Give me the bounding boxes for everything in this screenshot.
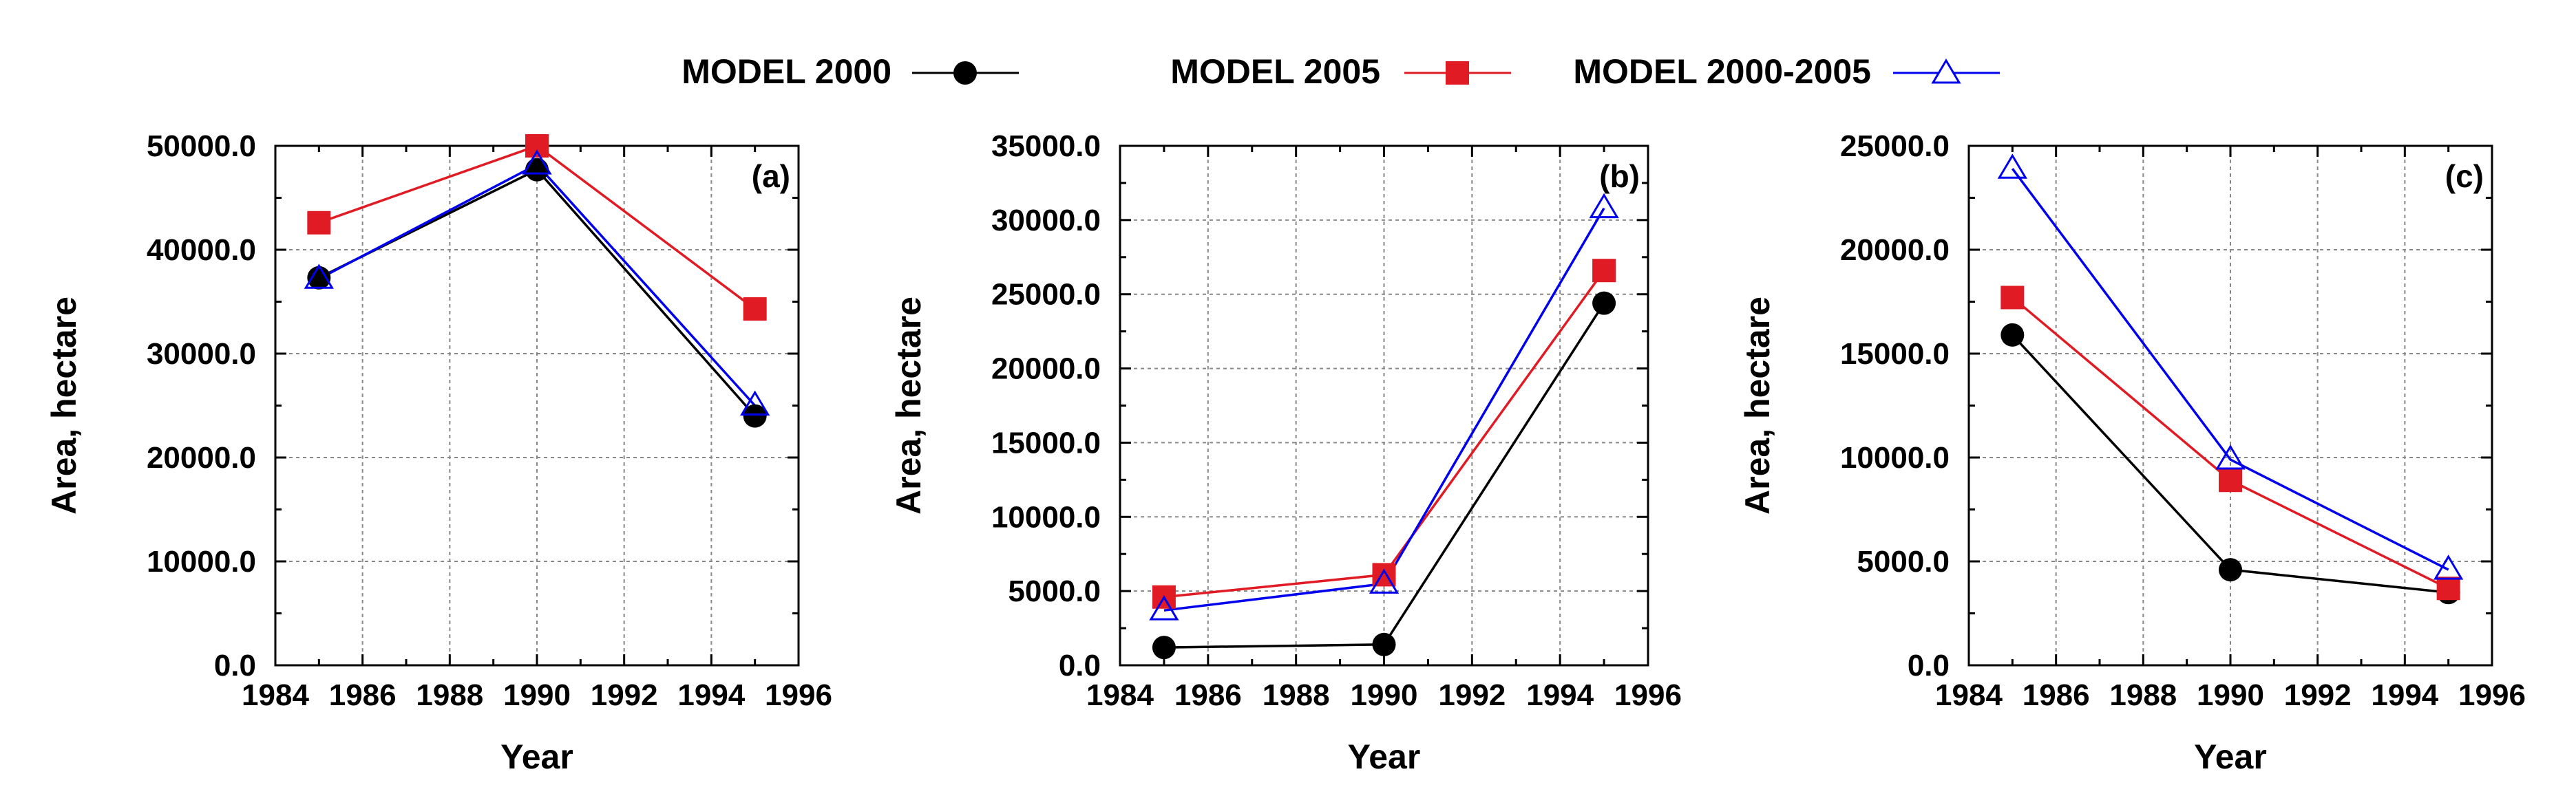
panel-3-point-model-2000-2005	[1997, 153, 2027, 179]
panel-1-point-model-2005	[307, 211, 331, 235]
panel-2-ytick-label: 15000.0	[991, 426, 1101, 460]
panel-3-xtick-label: 1992	[2284, 678, 2352, 712]
panel-3-point-model-2005	[2219, 469, 2242, 493]
chart-panels: 1984 1986 1988 1990 1992 1994 1996 0.0 10000.0 20…	[45, 129, 2526, 776]
legend-entry-model-2000-2005: MODEL 2000-2005	[1573, 52, 2000, 91]
panel-1-x-axis-title: Year	[500, 738, 573, 776]
panel-2-point-model-2000-2005	[1149, 595, 1179, 621]
panel-2-point-model-2000-2005	[1369, 568, 1400, 594]
panel-3-label: (c)	[2445, 158, 2484, 194]
legend: MODEL 2000 MODEL 2005 MODEL 2000-2005	[682, 52, 2000, 91]
panel-2-x-axis-title: Year	[1348, 738, 1421, 776]
panel-1-ytick-label: 20000.0	[147, 441, 256, 475]
panel-1-point-model-2000	[525, 158, 549, 182]
panel-3-ytick-label: 10000.0	[1840, 441, 1950, 475]
panel-1-label: (a)	[752, 158, 790, 194]
legend-marker-model-2005	[1446, 61, 1469, 85]
panel-2-point-model-2000	[1372, 632, 1396, 656]
panel-3-ytick-label: 5000.0	[1857, 545, 1950, 579]
panel-1-xtick-label: 1984	[242, 678, 309, 712]
panel-3-point-model-2005	[2000, 286, 2025, 310]
panel-3-x-axis-title: Year	[2194, 738, 2267, 776]
legend-label-model-2000-2005: MODEL 2000-2005	[1573, 52, 1871, 91]
panel-3-ytick-label: 20000.0	[1840, 233, 1950, 267]
panel-3-point-model-2000	[2000, 323, 2025, 347]
panel-2-ytick-label: 10000.0	[991, 500, 1101, 534]
panel-3-ytick-label: 0.0	[1908, 649, 1950, 682]
panel-2-xtick-label: 1986	[1174, 678, 1242, 712]
panel-3-y-axis-title: Area, hectare	[1738, 297, 1777, 515]
panel-2-xtick-label: 1996	[1614, 678, 1682, 712]
chart-panel-1: 1984 1986 1988 1990 1992 1994 1996 0.0 10000.0 20…	[45, 129, 832, 776]
panel-3-xtick-label: 1990	[2197, 678, 2264, 712]
panel-3-xtick-label: 1986	[2023, 678, 2090, 712]
panel-1-ytick-label: 50000.0	[147, 129, 256, 163]
panel-2-point-model-2000	[1592, 291, 1616, 315]
panel-2-point-model-2005	[1592, 259, 1616, 283]
panel-1-point-model-2005	[525, 134, 549, 158]
legend-marker-model-2000-2005	[1931, 58, 1961, 84]
panel-3-point-model-2000	[2219, 558, 2242, 582]
panel-3-point-model-2000-2005	[2215, 444, 2246, 470]
panel-3-xtick-label: 1988	[2109, 678, 2177, 712]
panel-2-ytick-label: 35000.0	[991, 129, 1101, 163]
panel-3-xtick-label: 1996	[2458, 678, 2526, 712]
panel-3-xtick-label: 1994	[2371, 678, 2438, 712]
panel-1-point-model-2000	[307, 266, 331, 290]
panel-1-ytick-label: 0.0	[214, 649, 256, 682]
legend-marker-model-2000	[953, 61, 977, 85]
panel-1-point-model-2000	[743, 404, 767, 428]
legend-label-model-2005: MODEL 2005	[1170, 52, 1380, 91]
panel-2-point-model-2000-2005	[1589, 193, 1619, 219]
chart-panel-3: 1984 1986 1988 1990 1992 1994 1996 0.0 5000.0 100…	[1738, 129, 2526, 776]
panel-2-xtick-label: 1994	[1526, 678, 1594, 712]
panel-1-xtick-label: 1994	[677, 678, 745, 712]
panel-3-ytick-label: 15000.0	[1840, 337, 1950, 371]
panel-1-xtick-label: 1990	[503, 678, 571, 712]
panel-2-label: (b)	[1599, 158, 1640, 194]
panel-1-ytick-label: 30000.0	[147, 337, 256, 371]
panel-1-y-axis-title: Area, hectare	[45, 297, 83, 515]
panel-3-point-model-2000-2005	[2434, 555, 2464, 580]
panel-3-xtick-label: 1984	[1935, 678, 2003, 712]
panel-2-ytick-label: 25000.0	[991, 278, 1101, 312]
panel-2-ytick-label: 5000.0	[1008, 574, 1101, 608]
panel-2-xtick-label: 1988	[1263, 678, 1330, 712]
panel-2-xtick-label: 1992	[1438, 678, 1506, 712]
panel-1-xtick-label: 1992	[591, 678, 658, 712]
panel-2-ytick-label: 30000.0	[991, 204, 1101, 237]
chart-panel-2: 1984 1986 1988 1990 1992 1994 1996 0.0 5000.0 100…	[889, 129, 1682, 776]
panel-1-point-model-2000-2005	[740, 390, 770, 416]
panel-1-xtick-label: 1988	[416, 678, 483, 712]
panel-2-y-axis-title: Area, hectare	[889, 297, 928, 515]
panel-1-point-model-2005	[743, 297, 767, 321]
panel-2-point-model-2000	[1152, 636, 1176, 660]
legend-entry-model-2000: MODEL 2000	[682, 52, 1019, 91]
panel-2-ytick-label: 20000.0	[991, 352, 1101, 386]
panel-1-point-model-2000-2005	[522, 149, 552, 175]
panel-1-xtick-label: 1996	[765, 678, 832, 712]
panel-3-ytick-label: 25000.0	[1840, 129, 1950, 163]
panel-2-xtick-label: 1984	[1086, 678, 1154, 712]
legend-label-model-2000: MODEL 2000	[682, 52, 891, 91]
panel-2-ytick-label: 0.0	[1059, 649, 1101, 682]
panel-3-series-line-model-2000-2005	[2011, 168, 2449, 571]
panel-1-xtick-label: 1986	[329, 678, 397, 712]
legend-entry-model-2005: MODEL 2005	[1170, 52, 1511, 91]
panel-1-ytick-label: 40000.0	[147, 233, 256, 267]
panel-1-point-model-2000-2005	[304, 263, 334, 289]
panel-1-ytick-label: 10000.0	[147, 545, 256, 579]
panel-3-point-model-2005	[2436, 577, 2460, 601]
panel-2-xtick-label: 1990	[1351, 678, 1418, 712]
